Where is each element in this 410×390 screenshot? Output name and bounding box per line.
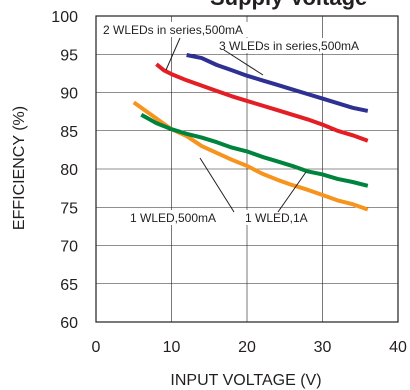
tick-labels: 0 10 20 30 40 60 65 70 75 80 85 90 95 100 xyxy=(51,9,407,356)
y-tick-label: 75 xyxy=(60,200,78,217)
series-line-4 xyxy=(140,112,369,188)
grid xyxy=(96,16,398,322)
series-line-3 xyxy=(132,100,369,212)
x-tick-label: 10 xyxy=(163,339,181,356)
x-tick-label: 40 xyxy=(389,339,407,356)
series-line-1 xyxy=(155,62,369,143)
annotation-leader xyxy=(223,49,264,76)
annotation-label: 3 WLEDs in series,500mA xyxy=(219,39,359,53)
annotation-bg xyxy=(243,210,308,225)
annotation-label: 1 WLED,1A xyxy=(245,211,308,225)
annotation-leader xyxy=(165,37,181,71)
y-axis-label: EFFICIENCY (%) xyxy=(11,106,28,230)
annotation-bg xyxy=(217,38,376,53)
y-tick-label: 60 xyxy=(60,315,78,332)
annotation-bg xyxy=(101,22,260,37)
y-tick-label: 90 xyxy=(60,86,78,103)
annotations: 2 WLEDs in series,500mA 3 WLEDs in series… xyxy=(101,22,376,225)
x-tick-label: 30 xyxy=(314,339,332,356)
y-tick-label: 65 xyxy=(60,277,78,294)
series-line-2 xyxy=(186,53,369,113)
chart-title-fragment: Supply Voltage xyxy=(210,0,367,10)
plot-frame xyxy=(95,15,399,323)
y-tick-label: 100 xyxy=(51,9,78,26)
annotation-label: 1 WLED,500mA xyxy=(130,211,216,225)
y-tick-label: 70 xyxy=(60,239,78,256)
annotation-leader xyxy=(199,157,235,213)
annotation-bg xyxy=(128,210,213,225)
x-tick-label: 0 xyxy=(92,339,101,356)
y-tick-label: 80 xyxy=(60,162,78,179)
annotation-label: 2 WLEDs in series,500mA xyxy=(103,23,243,37)
series-lines xyxy=(132,53,369,212)
y-tick-label: 85 xyxy=(60,124,78,141)
x-axis-label: INPUT VOLTAGE (V) xyxy=(170,372,321,389)
y-tick-label: 95 xyxy=(60,47,78,64)
x-tick-label: 20 xyxy=(238,339,256,356)
annotation-leader xyxy=(277,171,307,213)
